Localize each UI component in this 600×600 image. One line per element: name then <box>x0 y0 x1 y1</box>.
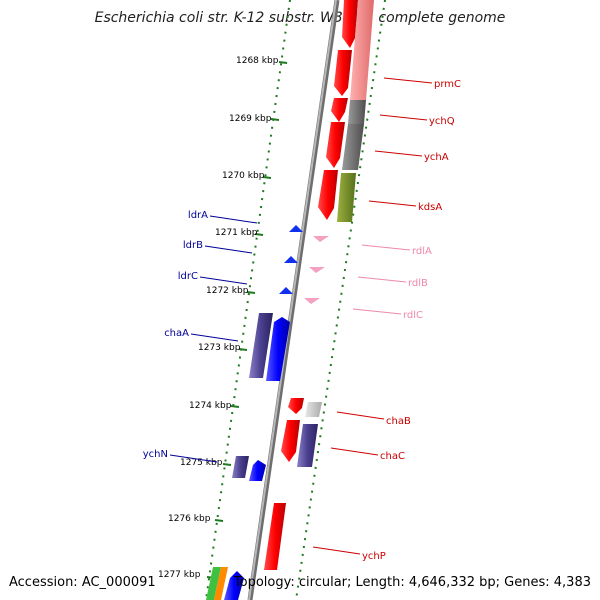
gene-label-rdlA: rdlA <box>412 246 432 257</box>
gene-arrow <box>224 571 244 600</box>
gene-label-rdlC: rdlC <box>403 310 423 321</box>
gene-label-chaA: chaA <box>164 328 189 339</box>
gene-arrow <box>331 98 348 122</box>
gene-arrow <box>249 460 266 481</box>
gene-arrow <box>284 256 298 263</box>
gene-block <box>342 124 364 170</box>
leader-line <box>383 77 433 84</box>
gene-labels: prmC ychQ ychA kdsA rdlA rdlB rdlC chaB … <box>143 79 461 562</box>
gene-arrow <box>288 398 304 414</box>
leader-line <box>199 276 248 285</box>
gene-label-ychN: ychN <box>143 449 168 460</box>
leader-line <box>330 447 379 456</box>
map-title: Escherichia coli str. K-12 substr. W3110… <box>94 10 506 26</box>
leader-line <box>357 276 407 283</box>
tick-mark <box>278 61 288 64</box>
tick-label: 1268 kbp <box>236 56 279 66</box>
dotted-tracks <box>205 0 386 600</box>
tick-label: 1272 kbp <box>206 286 249 296</box>
accession-text: Accession: AC_000091 <box>9 575 156 590</box>
leader-line <box>169 454 218 463</box>
gene-label-ychP: ychP <box>362 551 386 562</box>
gene-arrow <box>313 236 329 242</box>
gene-arrow <box>326 122 345 168</box>
tick-mark <box>254 233 264 236</box>
tick-label: 1269 kbp <box>229 114 272 124</box>
gene-arrow <box>279 287 293 294</box>
gene-label-ychQ: ychQ <box>429 116 455 127</box>
tick-label: 1277 kbp <box>158 570 201 580</box>
leader-line <box>336 411 385 420</box>
left-dotted-track <box>205 0 291 600</box>
tick-labels: 1268 kbp 1269 kbp 1270 kbp 1271 kbp 1272… <box>158 56 279 580</box>
leader-line <box>368 200 417 207</box>
reverse-features <box>206 225 303 600</box>
leader-line <box>374 150 423 157</box>
gene-block <box>206 567 221 600</box>
forward-features <box>264 0 374 570</box>
gene-block <box>305 402 322 417</box>
gene-label-prmC: prmC <box>434 79 461 90</box>
tick-label: 1274 kbp <box>189 401 232 411</box>
gene-arrow <box>309 267 325 273</box>
gene-block <box>214 567 228 600</box>
gene-label-ldrC: ldrC <box>178 271 198 282</box>
gene-arrow <box>266 317 290 381</box>
gene-arrow <box>318 170 338 220</box>
tick-label: 1276 kbp <box>168 514 211 524</box>
gene-block <box>337 173 356 222</box>
gene-block <box>232 456 249 478</box>
gene-block <box>350 0 374 100</box>
gene-block <box>264 503 286 570</box>
gene-arrow <box>304 298 320 304</box>
right-dotted-track <box>295 0 386 600</box>
gene-block <box>297 424 318 467</box>
leader-line <box>352 308 402 315</box>
tick-mark <box>238 348 248 351</box>
tick-mark <box>230 405 240 408</box>
tick-label: 1275 kbp <box>180 458 223 468</box>
leader-line <box>312 546 361 555</box>
tick-label: 1273 kbp <box>198 343 241 353</box>
tick-label: 1271 kbp <box>215 228 258 238</box>
gene-arrow <box>342 0 358 48</box>
tick-mark <box>222 463 232 466</box>
topology-text: Topology: circular; Length: 4,646,332 bp… <box>233 575 591 590</box>
gene-block <box>348 100 366 124</box>
gene-label-chaB: chaB <box>386 416 411 427</box>
tick-mark <box>262 176 272 179</box>
gene-block <box>249 313 273 378</box>
gene-arrow <box>289 225 303 232</box>
gene-label-rdlB: rdlB <box>408 278 428 289</box>
gene-label-kdsA: kdsA <box>418 202 442 213</box>
label-leaders <box>169 77 433 555</box>
tick-label: 1270 kbp <box>222 171 265 181</box>
leader-line <box>379 114 428 121</box>
tick-mark <box>246 291 256 294</box>
gene-label-ldrA: ldrA <box>188 210 208 221</box>
gene-arrow <box>281 420 300 462</box>
leader-line <box>204 245 253 254</box>
gene-arrow <box>334 50 352 96</box>
leader-line <box>209 215 258 224</box>
genome-backbone-highlight <box>248 0 337 600</box>
leader-line <box>361 244 411 251</box>
leader-line <box>190 333 239 342</box>
gene-label-chaC: chaC <box>380 451 405 462</box>
gene-label-ldrB: ldrB <box>183 240 203 251</box>
tick-mark <box>270 118 280 121</box>
gene-label-ychA: ychA <box>424 152 449 163</box>
tick-mark <box>214 519 224 522</box>
